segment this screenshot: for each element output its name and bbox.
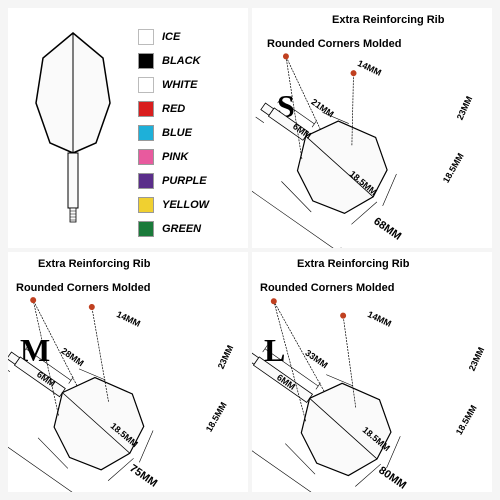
color-row: YELLOW (138, 196, 209, 214)
color-name: BLUE (162, 127, 192, 139)
size-l-diagram (252, 252, 492, 492)
size-s-diagram (252, 8, 492, 248)
color-swatch-list: ICE BLACK WHITE RED BLUE PINK PURPLE YELLOW GREE… (138, 28, 209, 244)
color-name: WHITE (162, 79, 197, 91)
color-swatch (138, 197, 154, 213)
color-row: ICE (138, 28, 209, 46)
size-l-panel: Extra Reinforcing Rib Rounded Corners Mo… (252, 252, 492, 492)
color-row: WHITE (138, 76, 209, 94)
color-swatch (138, 125, 154, 141)
color-name: YELLOW (162, 199, 209, 211)
color-row: PURPLE (138, 172, 209, 190)
color-row: BLACK (138, 52, 209, 70)
color-row: PINK (138, 148, 209, 166)
color-reference-panel: ICE BLACK WHITE RED BLUE PINK PURPLE YELLOW GREE… (8, 8, 248, 248)
color-swatch (138, 77, 154, 93)
color-row: BLUE (138, 124, 209, 142)
color-row: RED (138, 100, 209, 118)
color-swatch (138, 101, 154, 117)
dart-hero-illustration (18, 23, 128, 233)
color-swatch (138, 53, 154, 69)
color-swatch (138, 221, 154, 237)
color-swatch (138, 149, 154, 165)
color-swatch (138, 29, 154, 45)
color-name: GREEN (162, 223, 201, 235)
size-s-panel: Extra Reinforcing Rib Rounded Corners Mo… (252, 8, 492, 248)
color-name: BLACK (162, 55, 201, 67)
color-swatch (138, 173, 154, 189)
color-row: GREEN (138, 220, 209, 238)
size-m-panel: Extra Reinforcing Rib Rounded Corners Mo… (8, 252, 248, 492)
color-name: PINK (162, 151, 188, 163)
color-name: PURPLE (162, 175, 207, 187)
color-name: ICE (162, 31, 180, 43)
color-name: RED (162, 103, 185, 115)
